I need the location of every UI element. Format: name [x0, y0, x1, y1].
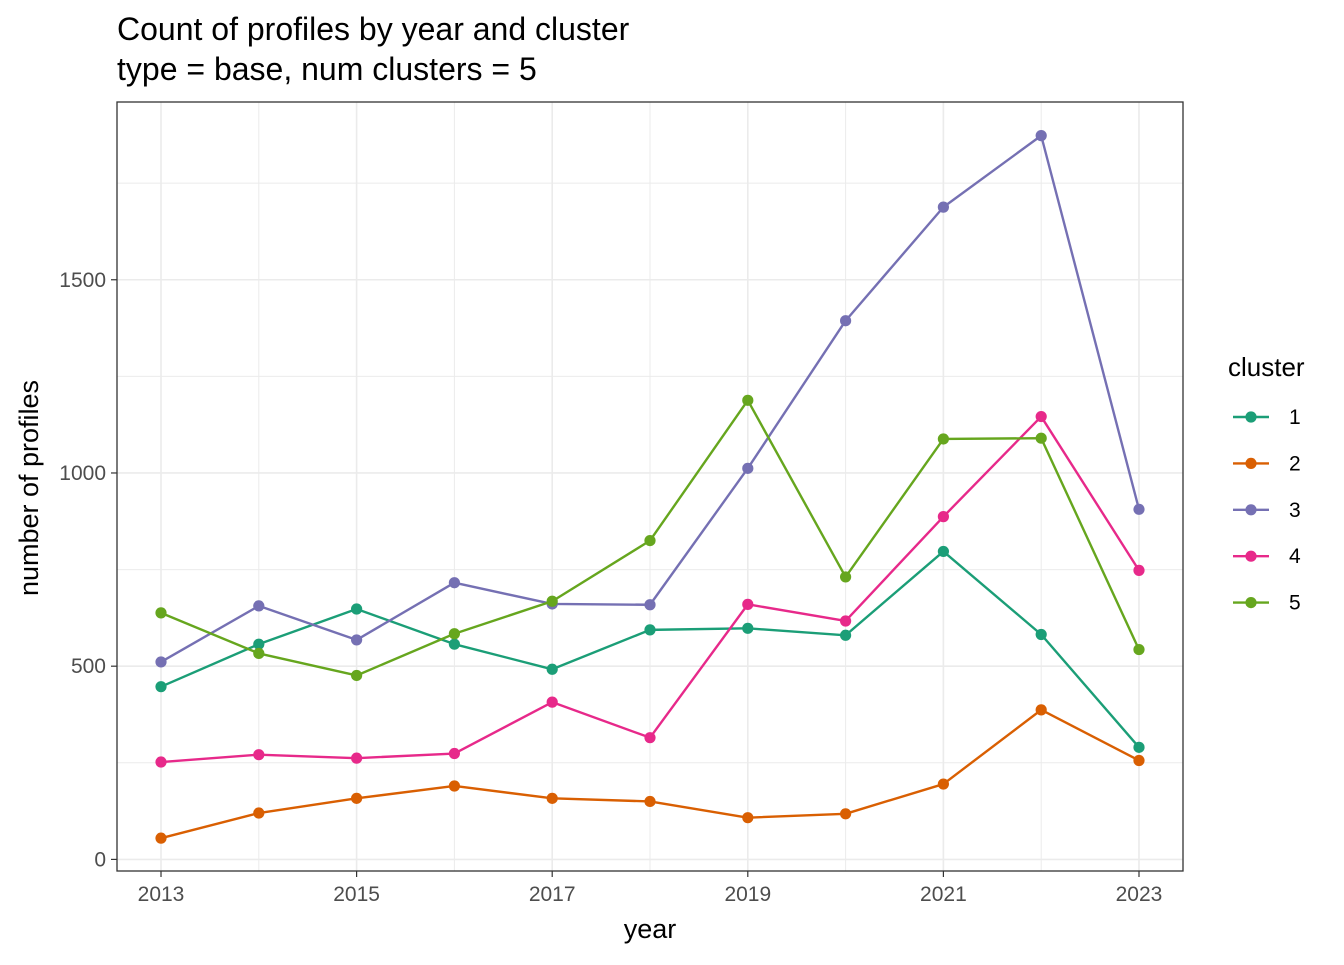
data-point	[839, 629, 852, 641]
legend-label: 1	[1289, 406, 1301, 429]
legend-item-3: 3	[1233, 499, 1301, 522]
axes: 2013 2015 2017 2019 2021 2023 0 500 1000 1500	[59, 269, 1162, 906]
y-tick-label: 500	[71, 655, 106, 678]
data-point	[448, 747, 461, 760]
x-tick-label: 2013	[138, 883, 185, 906]
series-cluster-2	[155, 704, 1145, 844]
data-point	[448, 638, 461, 650]
data-point	[253, 647, 265, 660]
data-point	[937, 545, 949, 558]
data-point	[351, 634, 363, 646]
data-point	[155, 681, 167, 693]
legend-key-point	[1245, 457, 1257, 469]
data-point	[253, 807, 265, 819]
data-point	[1035, 704, 1047, 716]
data-point	[644, 624, 656, 636]
data-point	[839, 315, 852, 327]
x-tick-label: 2015	[333, 883, 380, 906]
data-point	[742, 622, 754, 634]
y-tick-label: 0	[94, 848, 106, 871]
chart-title: Count of profiles by year and cluster	[117, 11, 630, 47]
legend-key-point	[1245, 411, 1257, 423]
data-point	[448, 628, 461, 640]
legend-item-5: 5	[1233, 592, 1301, 615]
data-point	[839, 571, 852, 583]
data-point	[253, 749, 265, 761]
data-point	[644, 732, 656, 744]
data-point	[546, 696, 558, 708]
legend-item-2: 2	[1233, 452, 1301, 475]
data-point	[742, 394, 754, 406]
data-point	[1035, 432, 1047, 444]
data-point	[1133, 643, 1145, 656]
data-point	[1133, 741, 1145, 753]
data-point	[1133, 754, 1145, 767]
legend-title: cluster	[1228, 352, 1305, 382]
series-cluster-4	[155, 410, 1145, 768]
data-point	[644, 795, 656, 808]
data-point	[742, 462, 754, 474]
y-tick-label: 1500	[59, 269, 106, 292]
x-tick-label: 2021	[920, 883, 967, 906]
data-point	[839, 808, 852, 820]
data-point	[546, 595, 558, 607]
series-layer	[155, 130, 1145, 844]
data-point	[1035, 628, 1047, 641]
legend-label: 5	[1289, 592, 1301, 615]
x-tick-label: 2019	[724, 883, 771, 906]
data-point	[1133, 503, 1145, 515]
legend-key-point	[1245, 504, 1257, 516]
data-point	[1133, 564, 1145, 576]
data-point	[155, 656, 167, 668]
data-point	[351, 792, 363, 804]
x-tick-label: 2017	[529, 883, 576, 906]
data-point	[351, 669, 363, 682]
series-cluster-1	[155, 545, 1145, 753]
y-axis-label: number of profiles	[14, 380, 44, 596]
data-point	[155, 756, 167, 768]
series-cluster-3	[155, 130, 1145, 668]
data-point	[937, 433, 949, 445]
y-tick-label: 1000	[59, 462, 106, 485]
series-cluster-5	[155, 394, 1145, 682]
data-point	[742, 598, 754, 610]
legend-label: 2	[1289, 452, 1301, 475]
legend-label: 4	[1289, 545, 1301, 568]
chart-subtitle: type = base, num clusters = 5	[117, 51, 537, 87]
data-point	[937, 778, 949, 790]
data-point	[155, 607, 167, 619]
data-point	[253, 638, 265, 650]
x-axis-label: year	[624, 914, 677, 944]
data-point	[1035, 410, 1047, 423]
grid	[117, 102, 1183, 871]
legend-key-point	[1245, 597, 1257, 609]
data-point	[546, 663, 558, 675]
data-point	[546, 792, 558, 804]
x-tick-label: 2023	[1116, 883, 1163, 906]
data-point	[937, 511, 949, 523]
legend: cluster 1 2 3 4 5	[1228, 352, 1305, 615]
data-point	[448, 577, 461, 589]
legend-item-4: 4	[1233, 545, 1301, 568]
data-point	[1035, 130, 1047, 142]
data-point	[155, 832, 167, 844]
data-point	[839, 615, 852, 627]
data-point	[644, 535, 656, 547]
data-point	[742, 812, 754, 824]
data-point	[351, 752, 363, 764]
legend-item-1: 1	[1233, 406, 1301, 429]
data-point	[351, 603, 363, 615]
plot-panel-border	[116, 101, 1184, 872]
data-point	[644, 599, 656, 611]
data-point	[937, 201, 949, 213]
legend-label: 3	[1289, 499, 1301, 522]
data-point	[253, 600, 265, 612]
legend-key-point	[1245, 550, 1257, 562]
data-point	[448, 780, 461, 792]
